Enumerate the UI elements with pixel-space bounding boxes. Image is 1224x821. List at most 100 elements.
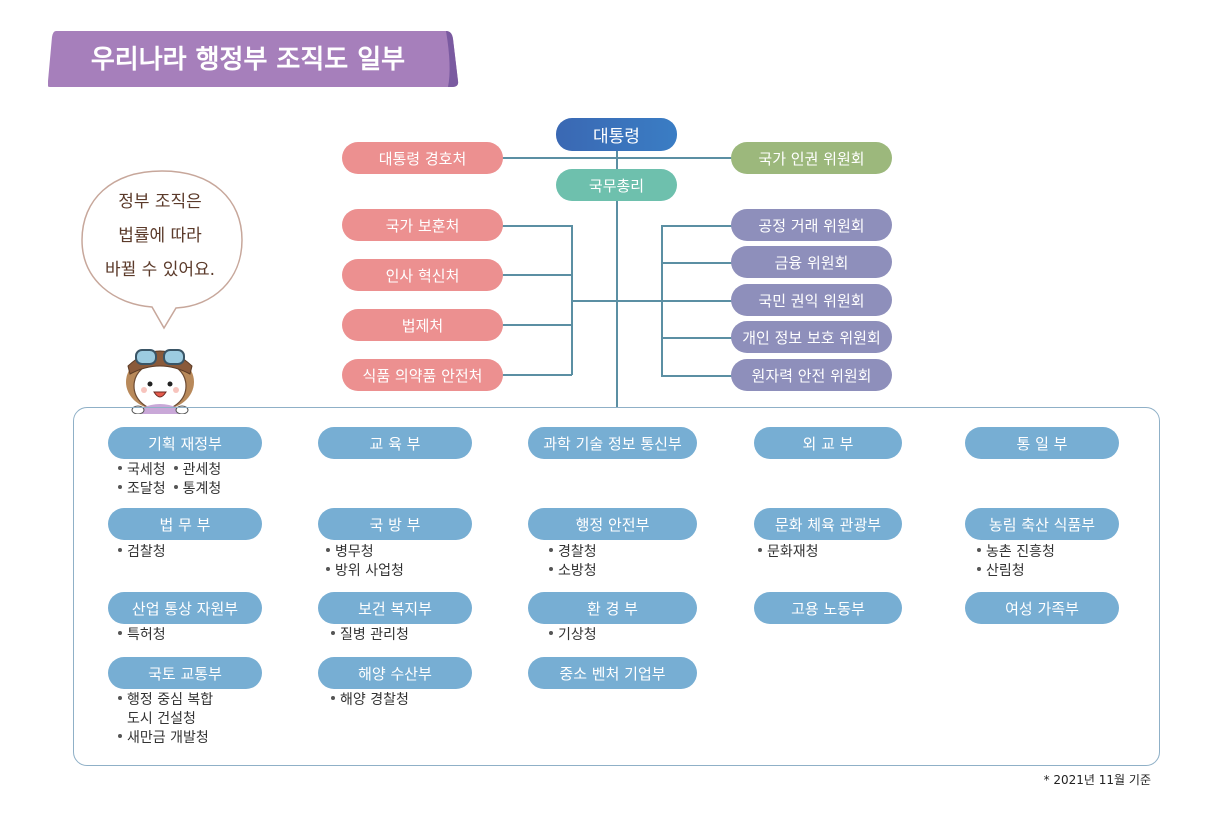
ministry-smes-startups[interactable]: 중소 벤처 기업부 xyxy=(528,657,697,689)
connector xyxy=(502,274,572,276)
sub-agency-label: 기상청 xyxy=(558,627,597,643)
ministry-oceans-fisheries[interactable]: 해양 수산부 xyxy=(318,657,472,689)
ministry-gender-family[interactable]: 여성 가족부 xyxy=(965,592,1119,624)
bullet-icon xyxy=(173,466,178,470)
node-pm-left-0[interactable]: 국가 보훈처 xyxy=(342,209,503,241)
bullet-icon xyxy=(549,631,553,635)
bullet-icon xyxy=(977,548,981,552)
bullet-icon xyxy=(118,485,122,489)
sub-agency-label: 질병 관리청 xyxy=(340,627,409,643)
node-pm-right-2[interactable]: 국민 권익 위원회 xyxy=(731,284,892,316)
ministry-unification[interactable]: 통 일 부 xyxy=(965,427,1119,459)
sub-agency-label: 산림청 xyxy=(986,563,1025,579)
speech-bubble xyxy=(81,170,243,330)
ministry-interior-safety[interactable]: 행정 안전부 xyxy=(528,508,697,540)
ministry-justice[interactable]: 법 무 부 xyxy=(108,508,262,540)
sub-agency: 통계청 xyxy=(173,480,222,499)
ministry-education[interactable]: 교 육 부 xyxy=(318,427,472,459)
bullet-icon xyxy=(118,696,122,700)
sub-agency-label: 새만금 개발청 xyxy=(127,730,209,746)
sub-agency: 조달청 xyxy=(118,480,166,499)
bullet-icon xyxy=(326,567,330,571)
node-pm-left-3[interactable]: 식품 의약품 안전처 xyxy=(342,359,503,391)
connector xyxy=(502,324,572,326)
ministry-subs: 해양 경찰청 xyxy=(331,691,409,710)
node-prime-minister[interactable]: 국무총리 xyxy=(556,169,677,201)
sub-agency-label: 행정 중심 복합 xyxy=(127,692,214,708)
connector xyxy=(661,375,732,377)
connector xyxy=(502,374,572,376)
sub-agency-label: 해양 경찰청 xyxy=(340,692,409,708)
ministry-subs: 질병 관리청 xyxy=(331,626,409,645)
main-vertical-connector xyxy=(616,150,618,408)
ministry-foreign-affairs[interactable]: 외 교 부 xyxy=(754,427,902,459)
sub-agency-label: 도시 건설청 xyxy=(127,711,196,727)
bullet-icon xyxy=(758,548,762,552)
bullet-icon xyxy=(977,567,981,571)
sub-agency-label: 조달청 xyxy=(127,481,166,497)
ministry-subs: 농촌 진흥청 산림청 xyxy=(977,543,1055,581)
node-pm-left-1[interactable]: 인사 혁신처 xyxy=(342,259,503,291)
sub-agency-label: 방위 사업청 xyxy=(335,563,404,579)
bubble-line: 법률에 따라 xyxy=(118,226,202,246)
bullet-icon xyxy=(549,567,553,571)
footnote: * 2021년 11월 기준 xyxy=(1043,773,1151,787)
ministry-health-welfare[interactable]: 보건 복지부 xyxy=(318,592,472,624)
sub-agency-label: 농촌 진흥청 xyxy=(986,544,1055,560)
bubble-line: 정부 조직은 xyxy=(118,192,202,212)
connector xyxy=(502,225,572,227)
title-banner: 우리나라 행정부 조직도 일부 xyxy=(48,27,459,87)
bullet-icon xyxy=(326,548,330,552)
node-pm-right-1[interactable]: 금융 위원회 xyxy=(731,246,892,278)
ministry-strategy-finance[interactable]: 기획 재정부 xyxy=(108,427,262,459)
node-pm-left-2[interactable]: 법제처 xyxy=(342,309,503,341)
connector xyxy=(661,225,732,227)
ministry-subs: 검찰청 xyxy=(118,543,166,562)
node-pm-right-3[interactable]: 개인 정보 보호 위원회 xyxy=(731,321,892,353)
bullet-icon xyxy=(549,548,553,552)
sub-agency-label: 문화재청 xyxy=(767,544,819,560)
bullet-icon xyxy=(118,734,122,738)
bubble-line: 바뀔 수 있어요. xyxy=(104,260,216,280)
ministry-subs: 병무청 방위 사업청 xyxy=(326,543,404,581)
ministry-agriculture[interactable]: 농림 축산 식품부 xyxy=(965,508,1119,540)
node-human-rights-commission[interactable]: 국가 인권 위원회 xyxy=(731,142,892,174)
node-pm-right-4[interactable]: 원자력 안전 위원회 xyxy=(731,359,892,391)
sub-agency-label: 경찰청 xyxy=(558,544,597,560)
speech-bubble-text: 정부 조직은 법률에 따라 바뀔 수 있어요. xyxy=(80,185,240,287)
page-title: 우리나라 행정부 조직도 일부 xyxy=(90,44,406,75)
ministry-subs: 문화재청 xyxy=(758,543,819,562)
sub-agency-label: 통계청 xyxy=(182,481,222,497)
ministries-container xyxy=(73,407,1160,766)
bullet-icon xyxy=(331,696,335,700)
ministry-science-ict[interactable]: 과학 기술 정보 통신부 xyxy=(528,427,697,459)
ministry-subs: 국세청 관세청 조달청 통계청 xyxy=(118,461,229,499)
mascot-character-icon xyxy=(126,349,194,414)
ministry-subs: 경찰청 소방청 xyxy=(549,543,597,581)
node-presidential-security[interactable]: 대통령 경호처 xyxy=(342,142,503,174)
ministry-subs: 행정 중심 복합 도시 건설청 새만금 개발청 xyxy=(118,691,213,748)
connector xyxy=(661,262,732,264)
connector xyxy=(571,300,662,302)
sub-agency-label: 관세청 xyxy=(182,462,222,478)
ministry-environment[interactable]: 환 경 부 xyxy=(528,592,697,624)
ministry-trade-industry-energy[interactable]: 산업 통상 자원부 xyxy=(108,592,262,624)
connector xyxy=(661,300,732,302)
ministry-subs: 기상청 xyxy=(549,626,597,645)
ministry-defense[interactable]: 국 방 부 xyxy=(318,508,472,540)
sub-agency-label: 특허청 xyxy=(127,627,166,643)
bullet-icon xyxy=(118,631,122,635)
ribbon-shape xyxy=(48,31,459,87)
ministry-subs: 특허청 xyxy=(118,626,166,645)
sub-agency: 관세청 xyxy=(173,461,222,480)
sub-agency-label: 검찰청 xyxy=(127,544,166,560)
sub-agency: 국세청 xyxy=(118,461,166,480)
bullet-icon xyxy=(118,466,122,470)
ministry-employment-labor[interactable]: 고용 노동부 xyxy=(754,592,902,624)
connector xyxy=(661,337,732,339)
ministry-land-transport[interactable]: 국토 교통부 xyxy=(108,657,262,689)
ministry-culture-sports-tourism[interactable]: 문화 체육 관광부 xyxy=(754,508,902,540)
node-pm-right-0[interactable]: 공정 거래 위원회 xyxy=(731,209,892,241)
node-president[interactable]: 대통령 xyxy=(556,118,677,151)
sub-agency-label: 병무청 xyxy=(335,544,374,560)
